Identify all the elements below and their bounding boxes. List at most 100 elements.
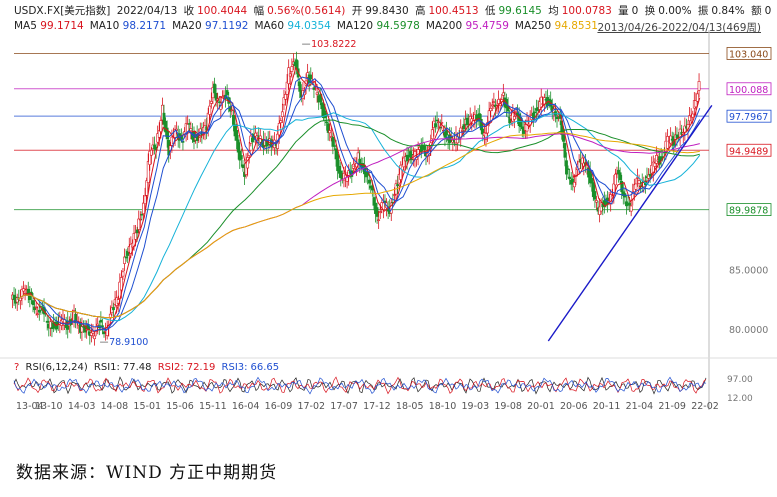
- candle-body: [119, 277, 123, 291]
- candle-body: [572, 182, 576, 188]
- price-level-lines: [14, 52, 709, 211]
- candle-body: [89, 332, 93, 336]
- candle-body: [399, 164, 403, 180]
- vol-value: 0: [631, 5, 639, 17]
- candle-body: [430, 129, 434, 140]
- candle-body: [239, 155, 243, 160]
- candle-body: [440, 122, 444, 124]
- candle-body: [241, 164, 245, 168]
- y-tick-label: 85.0000: [729, 265, 768, 276]
- rsi-header: ? RSI(6,12,24) RSI1: 77.48 RSI2: 72.19 RSI…: [14, 362, 282, 373]
- candle-body: [282, 97, 286, 106]
- candle-body: [637, 180, 641, 184]
- candle-body: [123, 256, 126, 264]
- candle-body: [288, 73, 292, 77]
- candle-body: [285, 81, 289, 95]
- candle-body: [213, 83, 216, 94]
- candle-body: [149, 149, 153, 156]
- moving-average-lines: [17, 66, 701, 333]
- candle-body: [173, 129, 177, 138]
- price-label-text: 89.9878: [729, 206, 768, 217]
- close-value: 100.4044: [197, 5, 248, 17]
- open-label: 开: [351, 5, 363, 17]
- candle-body: [20, 289, 24, 299]
- close-label: 收: [183, 5, 195, 17]
- candle-body: [512, 116, 516, 120]
- price-label-text: 103.040: [729, 49, 768, 60]
- candle-body: [402, 157, 406, 168]
- x-tick-label: 20-06: [560, 401, 588, 412]
- candle-body: [565, 160, 568, 175]
- candle-body: [279, 120, 283, 124]
- x-tick-label: 14-03: [68, 401, 96, 412]
- rsi3-label: RSI3:: [221, 362, 248, 373]
- candle-body: [96, 323, 100, 326]
- ma-legend-value: 95.4759: [465, 20, 509, 32]
- ma-legend-ma250: MA250 94.8531: [514, 20, 598, 32]
- x-tick-label: 15-06: [166, 401, 194, 412]
- quote-header: USDX.FX[美元指数] 2022/04/13 收 100.4044 幅 0.56…: [14, 3, 774, 18]
- candle-body: [634, 183, 638, 190]
- candle-body: [138, 218, 142, 221]
- candle-body: [140, 214, 144, 216]
- rsi2-label: RSI2:: [157, 362, 184, 373]
- candle-body: [102, 331, 106, 335]
- amount-label: 额: [751, 5, 762, 17]
- candle-body: [593, 191, 597, 200]
- candle-body: [318, 94, 322, 103]
- candle-body: [101, 325, 104, 328]
- candle-body: [542, 97, 546, 105]
- candle-body: [250, 137, 254, 143]
- x-tick-label: 21-04: [626, 401, 654, 412]
- candle-body: [569, 179, 573, 185]
- open-value: 99.8430: [365, 5, 409, 17]
- avg-label: 均: [548, 5, 559, 17]
- support-trendline: [547, 104, 713, 342]
- candle-body: [618, 172, 622, 181]
- candle-body: [407, 155, 411, 158]
- low-value: 99.6145: [498, 5, 542, 17]
- candle-body: [33, 306, 36, 311]
- candle-body: [214, 92, 218, 101]
- vol-label: 量: [618, 5, 629, 17]
- candle-body: [625, 201, 628, 207]
- x-tick-label: 19-08: [494, 401, 522, 412]
- candle-body: [137, 218, 141, 230]
- candle-body: [323, 110, 327, 119]
- price-label-text: 94.9489: [729, 146, 768, 157]
- date-range-label[interactable]: 2013/04/26-2022/04/13(469周): [597, 22, 761, 34]
- candle-body: [135, 229, 139, 234]
- candle-body: [31, 300, 35, 306]
- candle-body: [142, 202, 145, 215]
- x-tick-label: 21-09: [658, 401, 686, 412]
- price-label: 94.9489: [726, 143, 772, 157]
- candle-body: [520, 126, 524, 130]
- candle-body: [628, 202, 632, 206]
- candle-body: [334, 148, 338, 160]
- candle-body: [435, 119, 439, 122]
- candle-body: [393, 194, 396, 196]
- price-label: 103.040: [726, 47, 772, 60]
- candle-body: [121, 271, 125, 277]
- candle-body: [688, 115, 691, 122]
- price-label-box: [726, 47, 772, 60]
- source-caption: 数据来源：WIND 方正中期期货: [16, 463, 278, 483]
- rsi-panel: 97.00 12.00: [13, 375, 753, 404]
- candle-body: [666, 136, 669, 149]
- candle-body: [566, 168, 570, 170]
- candle-body: [691, 113, 695, 118]
- x-tick-label: 20-01: [527, 401, 555, 412]
- amp-label: 振: [697, 5, 709, 17]
- rsi-question-icon[interactable]: ?: [14, 362, 20, 373]
- candle-body: [396, 184, 399, 187]
- grid-layer: [0, 30, 777, 410]
- x-tick-label: 16-04: [232, 401, 260, 412]
- price-label-box: [726, 143, 772, 157]
- candle-body: [162, 112, 166, 125]
- candle-body: [189, 128, 193, 132]
- candle-body: [112, 307, 115, 311]
- candle-body: [290, 66, 294, 72]
- candle-body: [134, 232, 137, 240]
